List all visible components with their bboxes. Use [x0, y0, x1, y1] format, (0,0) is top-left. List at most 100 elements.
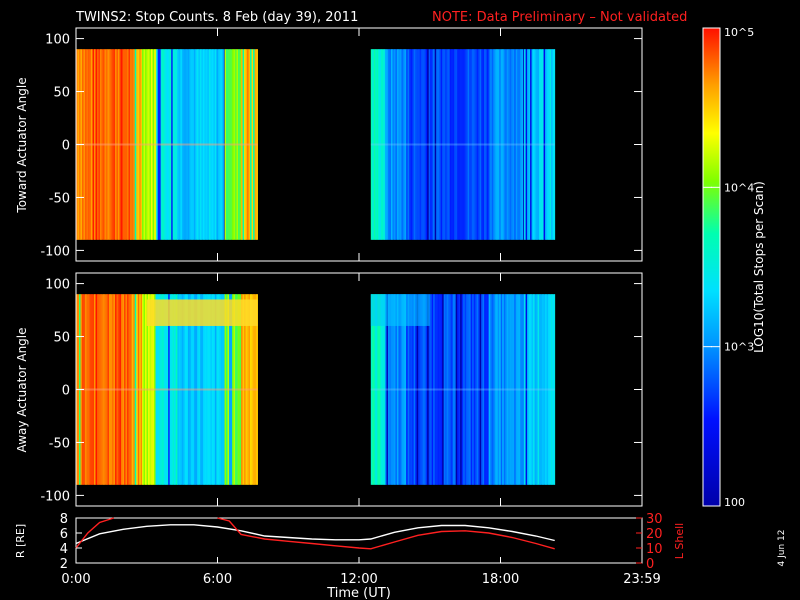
- heatmap-cell: [416, 49, 419, 240]
- heatmap-cell: [373, 294, 376, 485]
- heatmap-cell: [395, 49, 398, 240]
- heatmap-cell: [508, 49, 511, 240]
- heatmap-cell: [415, 49, 418, 240]
- heatmap-cell: [524, 294, 526, 485]
- heatmap-cell: [425, 49, 428, 240]
- heatmap-cell: [382, 49, 385, 240]
- toward-actuator-panel: 100 50 0 -50 -100 Toward Actuator Angle: [15, 27, 643, 262]
- heatmap-cell: [506, 49, 509, 240]
- heatmap-cell: [409, 49, 412, 240]
- heatmap-cell: [524, 49, 526, 240]
- heatmap-cell: [384, 294, 387, 485]
- away-y-axis-label: Away Actuator Angle: [15, 327, 29, 452]
- heatmap-cell: [457, 49, 460, 240]
- heatmap-cell: [539, 49, 541, 240]
- heatmap-cell: [511, 49, 514, 240]
- y-tick-label: 50: [53, 86, 70, 101]
- right-y-tick-label: 20: [646, 527, 663, 542]
- heatmap-cell: [395, 294, 398, 485]
- heatmap-cell: [389, 294, 392, 485]
- toward-y-ticks: 100 50 0 -50 -100: [40, 33, 642, 259]
- away-actuator-panel: 100 50 0 -50 -100 Away Actuator Angle: [15, 272, 643, 507]
- heatmap-cell: [425, 294, 428, 485]
- heatmap-cell: [430, 49, 433, 240]
- heatmap-cell: [379, 49, 382, 240]
- heatmap-cell: [434, 49, 437, 240]
- x-axis-title: Time (UT): [326, 586, 391, 600]
- heatmap-cell: [436, 294, 439, 485]
- heatmap-cell: [384, 49, 387, 240]
- heatmap-cell: [443, 294, 446, 485]
- heatmap-cell: [531, 294, 534, 485]
- heatmap-cell: [523, 294, 525, 485]
- heatmap-cell: [437, 294, 440, 485]
- heatmap-cell: [464, 294, 467, 485]
- heatmap-cell: [478, 294, 481, 485]
- heatmap-cell: [503, 294, 506, 485]
- heatmap-cell: [521, 49, 524, 240]
- heatmap-cell: [542, 294, 544, 485]
- right-y-tick-label: 10: [646, 542, 663, 557]
- heatmap-cell: [482, 294, 485, 485]
- heatmap-cell: [375, 294, 378, 485]
- heatmap-cell: [457, 294, 460, 485]
- heatmap-cell: [470, 49, 473, 240]
- heatmap-cell: [381, 294, 384, 485]
- heatmap-cell: [431, 49, 434, 240]
- heatmap-cell: [485, 49, 488, 240]
- heatmap-cell: [505, 294, 508, 485]
- right-y-tick-label: 0: [646, 557, 654, 572]
- heatmap-cell: [537, 294, 540, 485]
- heatmap-cell: [512, 294, 515, 485]
- heatmap-cell: [469, 49, 472, 240]
- right-y-tick-label: 30: [646, 512, 663, 527]
- heatmap-cell: [490, 49, 493, 240]
- heatmap-cell: [499, 49, 502, 240]
- heatmap-cell: [437, 49, 440, 240]
- heatmap-cell: [508, 294, 511, 485]
- y-tick-label: 0: [62, 139, 70, 154]
- heatmap-cell: [379, 294, 382, 485]
- heatmap-cell: [482, 49, 485, 240]
- heatmap-cell: [517, 49, 520, 240]
- heatmap-cell: [378, 294, 381, 485]
- heatmap-cell: [396, 294, 399, 485]
- heatmap-cell: [488, 294, 491, 485]
- x-tick-label: 12:00: [340, 572, 377, 587]
- heatmap-cell: [376, 294, 379, 485]
- figure-title: TWINS2: Stop Counts. 8 Feb (day 39), 201…: [75, 10, 358, 25]
- heatmap-cell: [439, 49, 442, 240]
- heatmap-cell: [396, 49, 399, 240]
- heatmap-cell: [433, 294, 436, 485]
- heatmap-cell: [509, 294, 512, 485]
- heatmap-cell: [402, 49, 405, 240]
- away-high-angle-band: [146, 299, 258, 326]
- heatmap-cell: [392, 294, 395, 485]
- heatmap-cell: [458, 49, 461, 240]
- heatmap-cell: [399, 294, 402, 485]
- heatmap-cell: [536, 294, 538, 485]
- heatmap-cell: [505, 49, 508, 240]
- heatmap-cell: [518, 49, 521, 240]
- heatmap-cell: [494, 49, 497, 240]
- heatmap-cell: [439, 294, 442, 485]
- heatmap-cell: [493, 49, 496, 240]
- heatmap-cell: [493, 294, 496, 485]
- colorbar-tick-label: 10^3: [724, 341, 754, 354]
- heatmap-cell: [406, 294, 409, 485]
- heatmap-cell: [381, 49, 384, 240]
- heatmap-cell: [487, 49, 490, 240]
- toward-x-ticks: [75, 28, 643, 261]
- heatmap-cell: [376, 49, 379, 240]
- heatmap-cell: [422, 294, 425, 485]
- heatmap-cell: [497, 49, 500, 240]
- heatmap-cell: [533, 49, 535, 240]
- y-tick-label: -100: [40, 244, 70, 259]
- x-tick-label: 6:00: [203, 572, 232, 587]
- heatmap-cell: [442, 49, 445, 240]
- away-heatmap-cells: [76, 294, 556, 485]
- heatmap-cell: [433, 49, 436, 240]
- heatmap-cell: [464, 49, 467, 240]
- heatmap-cell: [470, 294, 473, 485]
